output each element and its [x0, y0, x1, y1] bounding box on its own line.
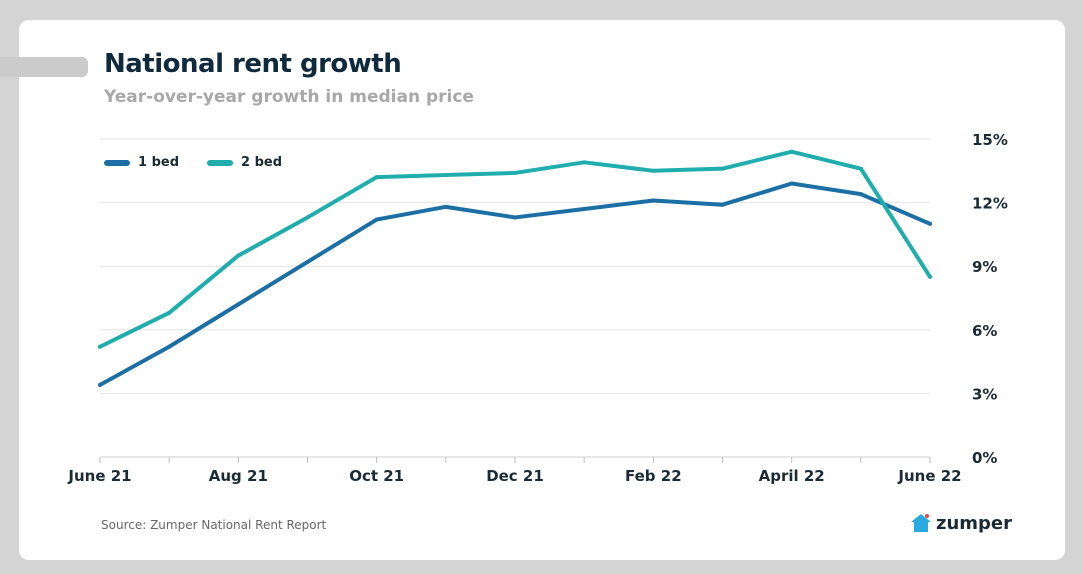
x-tick-label: April 22 [759, 467, 825, 485]
data-point-1-bed [928, 221, 932, 226]
series-line-2-bed [98, 149, 932, 349]
data-point-2-bed [582, 160, 587, 165]
data-point-1-bed [236, 302, 241, 307]
data-point-2-bed [305, 215, 310, 220]
data-point-1-bed [443, 204, 448, 209]
x-tick-label: Feb 22 [625, 467, 682, 485]
logo-text: zumper [936, 512, 1013, 534]
x-tick-label: Aug 21 [209, 467, 268, 485]
legend: 1 bed 2 bed [104, 155, 310, 170]
data-point-2-bed [167, 310, 172, 315]
data-point-2-bed [98, 344, 102, 349]
data-point-1-bed [167, 344, 172, 349]
data-point-1-bed [789, 181, 794, 186]
chart-card [19, 20, 1065, 560]
data-point-1-bed [858, 192, 863, 197]
data-point-2-bed [513, 170, 517, 175]
data-point-2-bed [720, 166, 725, 171]
x-tick-label: Oct 21 [349, 467, 404, 485]
y-tick-label: 15% [972, 131, 1008, 149]
data-point-1-bed [98, 382, 102, 387]
data-point-2-bed [236, 253, 241, 258]
y-tick-label: 6% [972, 322, 997, 340]
legend-label-2-bed: 2 bed [241, 155, 282, 170]
data-point-1-bed [305, 259, 310, 264]
data-point-1-bed [651, 198, 656, 203]
data-point-1-bed [582, 206, 587, 211]
data-point-2-bed [374, 175, 379, 180]
y-tick-label: 0% [972, 449, 997, 467]
data-point-2-bed [443, 173, 448, 178]
data-point-1-bed [513, 215, 517, 220]
legend-swatch-1-bed [104, 159, 130, 166]
legend-item-1-bed: 1 bed [104, 155, 179, 170]
x-tick-label: June 21 [67, 467, 131, 485]
x-tick-label: Dec 21 [486, 467, 544, 485]
data-point-1-bed [720, 202, 725, 207]
y-tick-label: 9% [972, 258, 997, 276]
data-point-2-bed [928, 274, 932, 279]
source-note: Source: Zumper National Rent Report [101, 518, 327, 532]
series-line-1-bed [98, 181, 932, 387]
house-icon [911, 514, 931, 532]
decorative-tab [0, 57, 88, 77]
data-point-2-bed [651, 168, 656, 173]
y-tick-label: 12% [972, 195, 1008, 213]
data-point-2-bed [789, 149, 794, 154]
legend-label-1-bed: 1 bed [138, 155, 179, 170]
data-point-2-bed [858, 166, 863, 171]
legend-item-2-bed: 2 bed [207, 155, 282, 170]
x-tick-label: June 22 [897, 467, 961, 485]
zumper-logo: zumper [910, 512, 1012, 534]
legend-swatch-2-bed [207, 159, 233, 166]
data-point-1-bed [374, 217, 379, 222]
chart-subtitle: Year-over-year growth in median price [104, 87, 474, 107]
y-tick-label: 3% [972, 385, 997, 403]
chart-title: National rent growth [104, 49, 402, 79]
